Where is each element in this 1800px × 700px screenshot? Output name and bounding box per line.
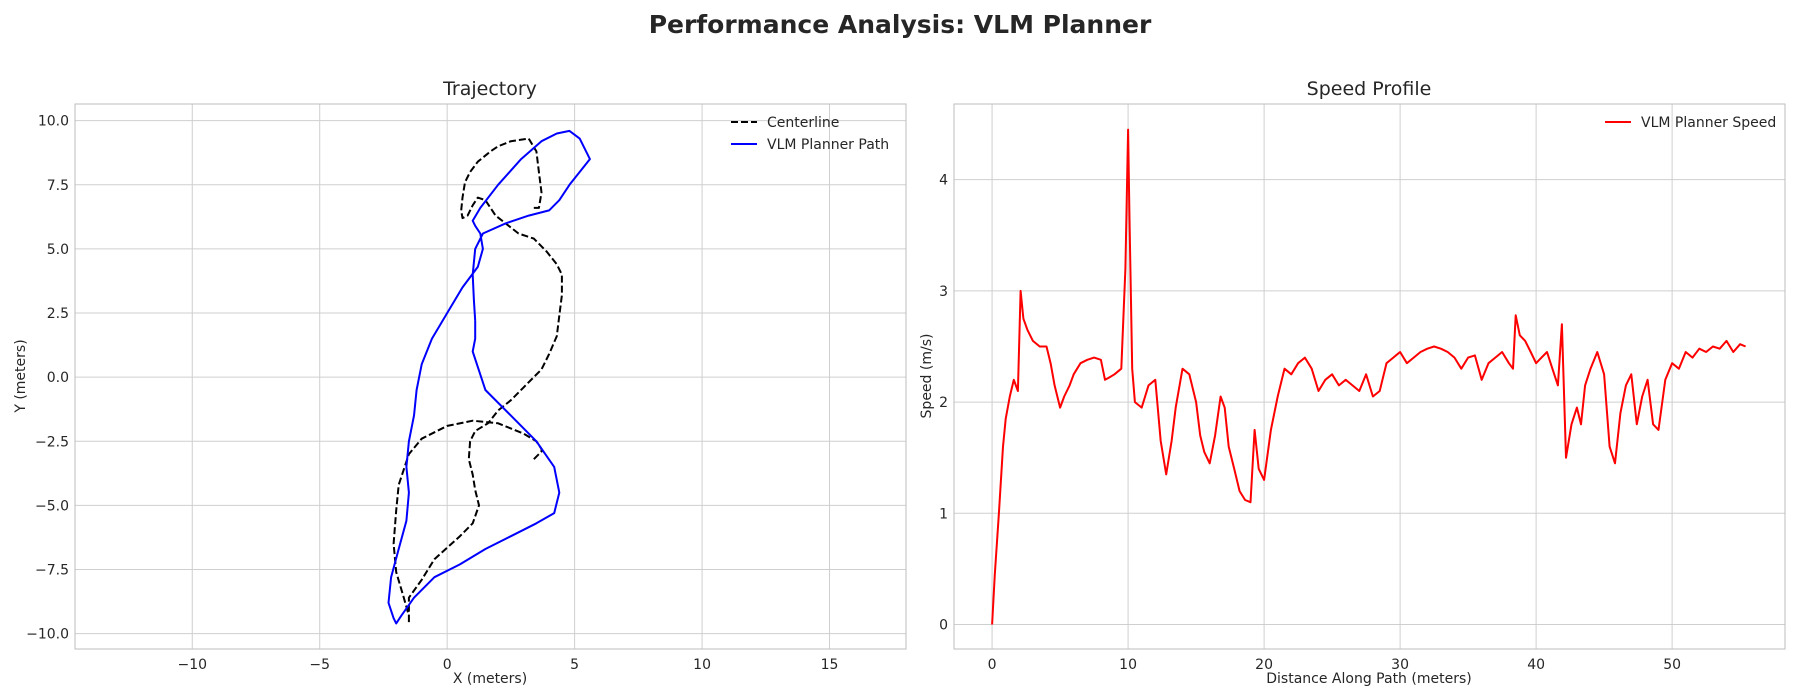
speed-xlabel: Distance Along Path (meters) <box>1266 671 1471 687</box>
trajectory-ticks: −10 −5 0 5 10 15 −10.0 −7.5 −5.0 −2.5 0.0 2.5 5.0 7.5… <box>26 114 838 673</box>
trajectory-xtick-label: 0 <box>443 657 452 673</box>
trajectory-ytick-label: −7.5 <box>35 562 69 578</box>
trajectory-ytick-label: −10.0 <box>26 627 69 643</box>
speed-plot-frame <box>953 103 1786 650</box>
speed-grid <box>954 104 1785 649</box>
trajectory-xtick-label: 5 <box>570 657 579 673</box>
trajectory-series-line-0 <box>392 137 563 625</box>
trajectory-ytick-label: 0.0 <box>47 370 69 386</box>
trajectory-xlabel: X (meters) <box>453 671 527 687</box>
trajectory-xtick-label: −5 <box>309 657 330 673</box>
trajectory-legend-label-1: VLM Planner Path <box>767 137 889 153</box>
trajectory-ytick-label: 2.5 <box>47 306 69 322</box>
speed-xtick-label: 30 <box>1391 657 1409 673</box>
trajectory-series <box>387 129 591 625</box>
speed-ytick-label: 1 <box>939 506 948 522</box>
trajectory-grid <box>75 104 906 649</box>
trajectory-ytick-label: 10.0 <box>38 114 69 130</box>
trajectory-title: Trajectory <box>442 78 537 100</box>
speed-xtick-label: 10 <box>1119 657 1137 673</box>
trajectory-ytick-label: −2.5 <box>35 434 69 450</box>
trajectory-ytick-label: 5.0 <box>47 242 69 258</box>
trajectory-xtick-label: 10 <box>693 657 711 673</box>
speed-series <box>991 128 1746 625</box>
trajectory-legend-label-0: Centerline <box>767 115 839 131</box>
speed-ticks: 0 10 20 30 40 50 0 1 2 3 4 <box>939 173 1681 673</box>
trajectory-ylabel: Y (meters) <box>13 339 29 413</box>
speed-ytick-label: 3 <box>939 284 948 300</box>
speed-ylabel: Speed (m/s) <box>919 334 935 419</box>
speed-title: Speed Profile <box>1307 78 1432 100</box>
speed-panel: Speed Profile 0 10 20 30 40 50 0 1 2 3 4 Distance … <box>919 78 1786 687</box>
speed-legend: VLM Planner Speed <box>1605 115 1776 131</box>
speed-ytick-label: 0 <box>939 618 948 634</box>
trajectory-ytick-label: −5.0 <box>35 498 69 514</box>
trajectory-panel: Trajectory −10 −5 0 5 10 15 −10.0 −7.5 −5.0 −2.5 0… <box>13 78 907 687</box>
speed-ytick-label: 4 <box>939 173 948 189</box>
speed-series-line-0 <box>991 128 1746 625</box>
speed-xtick-label: 20 <box>1255 657 1273 673</box>
trajectory-xtick-label: −10 <box>177 657 207 673</box>
trajectory-xtick-label: 15 <box>821 657 839 673</box>
trajectory-series-line-1 <box>387 129 591 625</box>
figure-title: Performance Analysis: VLM Planner <box>649 10 1152 39</box>
speed-xtick-label: 50 <box>1663 657 1681 673</box>
trajectory-legend: Centerline VLM Planner Path <box>731 115 889 153</box>
speed-xtick-label: 40 <box>1527 657 1545 673</box>
speed-legend-label-0: VLM Planner Speed <box>1641 115 1776 131</box>
speed-xtick-label: 0 <box>988 657 997 673</box>
speed-ytick-label: 2 <box>939 395 948 411</box>
trajectory-ytick-label: 7.5 <box>47 178 69 194</box>
trajectory-plot-frame <box>74 103 907 650</box>
